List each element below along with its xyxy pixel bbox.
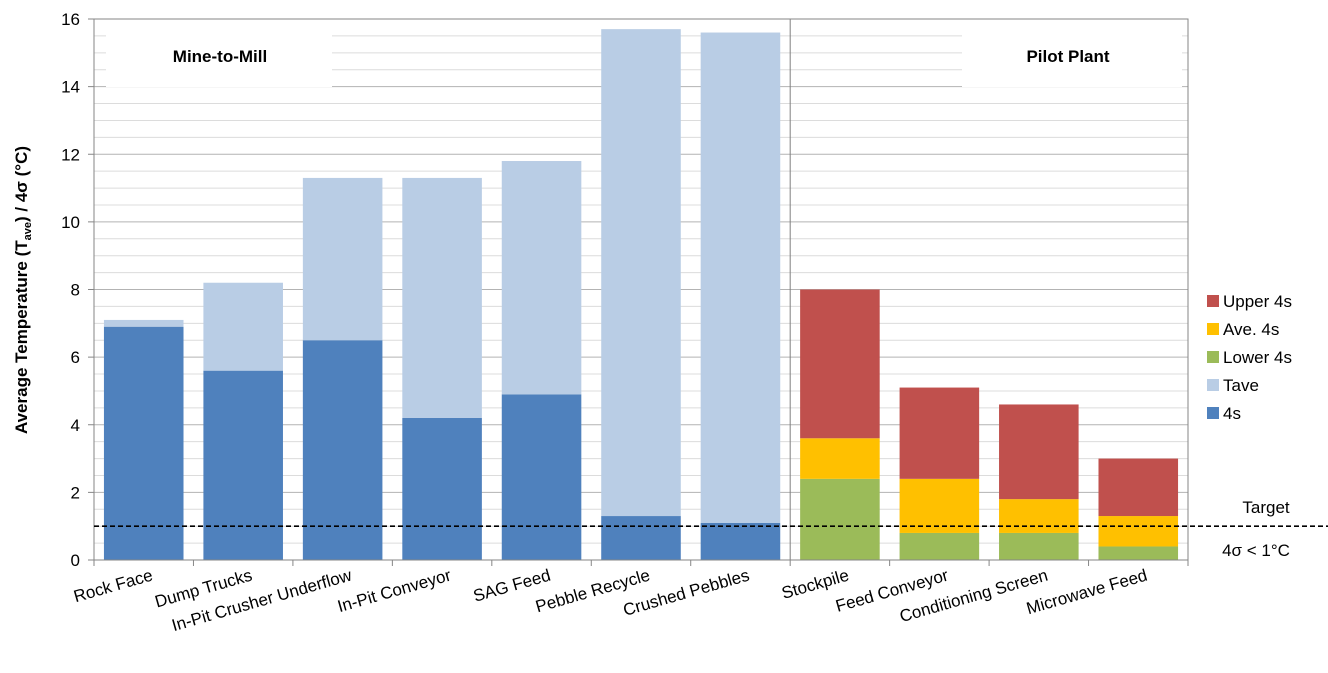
x-tick-label: In-Pit Conveyor [335,565,453,616]
legend-swatch [1207,323,1219,335]
bar-segment [302,177,383,341]
bar-segment [800,438,880,479]
y-tick-label: 8 [71,281,80,300]
region-labels: Mine-to-Mill Pilot Plant [106,19,1182,560]
bar-segment [501,394,582,560]
x-tick-label: Rock Face [71,566,154,607]
bar-segment [1098,546,1179,560]
legend-swatch [1207,295,1219,307]
y-tick-label: 12 [61,145,80,164]
target-label: Target [1242,498,1290,517]
legend-label: Ave. 4s [1223,320,1279,339]
bar-segment [800,478,880,560]
x-tick-label: In-Pit Crusher Underflow [170,565,355,635]
bar-segment [103,326,184,560]
bar-segment [899,532,980,560]
target-sublabel: 4σ < 1°C [1222,541,1290,560]
y-axis-label: Average Temperature (Tave) / 4σ (°C) [12,146,34,434]
legend-label: 4s [1223,404,1241,423]
y-tick-label: 10 [61,213,80,232]
bar-segment [601,516,681,560]
y-tick-label: 16 [61,10,80,29]
bar-segment [103,319,184,327]
bar-segment [501,161,582,395]
y-axis-label-sub: ave [22,222,34,240]
y-tick-label: 4 [71,416,80,435]
legend-swatch [1207,351,1219,363]
bar-segment [203,282,283,371]
bar-segment [203,370,283,560]
bar-segment [899,387,980,479]
y-axis-label-tail: ) / 4σ (°C) [12,146,31,222]
bar-segment [402,417,482,560]
bar-segment [302,340,383,560]
region-label-box [106,27,332,87]
y-axis-label-main: Average Temperature (T [12,240,31,434]
region-label-pilot-plant: Pilot Plant [1026,47,1109,66]
bar-segment [999,404,1079,500]
bar-segment [402,177,482,418]
legend: Upper 4s Ave. 4s Lower 4s Tave 4s [1207,292,1292,423]
bar-segment [999,532,1079,560]
legend-swatch [1207,379,1219,391]
legend-swatch [1207,407,1219,419]
bar-segment [999,499,1079,533]
y-tick-label: 2 [71,483,80,502]
legend-label: Upper 4s [1223,292,1292,311]
y-tick-label: 6 [71,348,80,367]
bar-segment [899,478,980,533]
bar-segment [601,29,681,517]
y-tick-label: 14 [61,78,80,97]
legend-label: Tave [1223,376,1259,395]
bar-segment [700,32,781,523]
region-label-mine-to-mill: Mine-to-Mill [173,47,267,66]
bar-segment [1098,516,1179,547]
bars [103,29,1179,560]
y-tick-label: 0 [71,551,80,570]
bar-segment [800,289,880,439]
region-label-box [962,27,1182,87]
bar-segment [1098,458,1179,517]
bar-segment [700,522,781,560]
legend-label: Lower 4s [1223,348,1292,367]
